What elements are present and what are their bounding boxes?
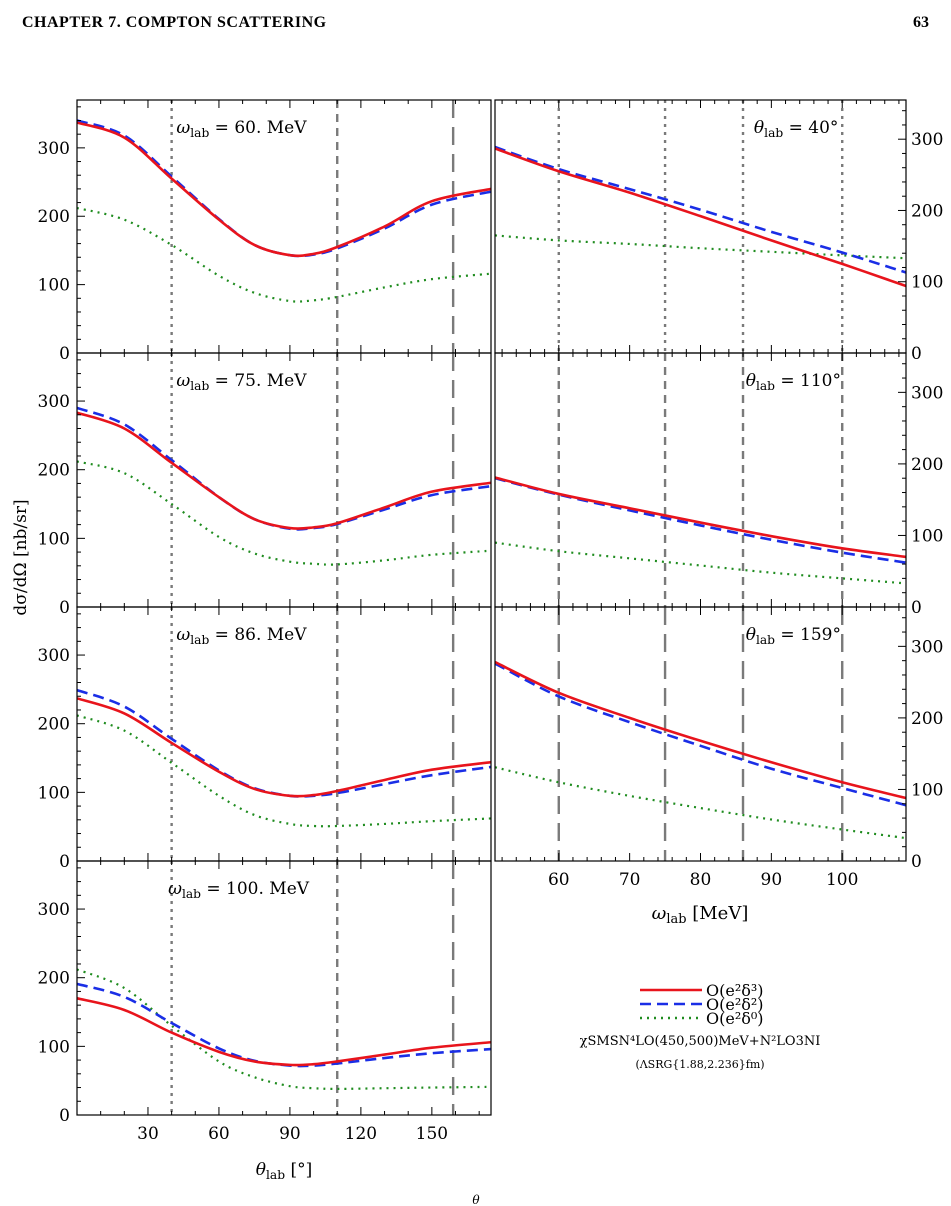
panel-frame bbox=[76, 860, 492, 1116]
x-tick-label: 60 bbox=[208, 1124, 230, 1144]
y-tick-label: 300 bbox=[911, 637, 943, 657]
y-tick-label: 100 bbox=[38, 529, 70, 549]
y-tick-label: 0 bbox=[59, 852, 70, 872]
panel-frame bbox=[76, 606, 492, 862]
series-line bbox=[495, 234, 906, 260]
y-tick-label: 200 bbox=[38, 969, 70, 989]
y-tick-label: 300 bbox=[38, 139, 70, 159]
panel-frame bbox=[494, 352, 907, 608]
y-tick-label: 200 bbox=[38, 715, 70, 735]
series-line bbox=[495, 476, 906, 564]
x-tick-label: 60 bbox=[548, 870, 570, 890]
y-tick-label: 300 bbox=[911, 383, 943, 403]
panel-annotation: ωlab = 100. MeV bbox=[168, 879, 310, 901]
series-line bbox=[77, 460, 491, 566]
series-line bbox=[77, 411, 491, 530]
series-line bbox=[495, 541, 906, 585]
panel-annotation: θlab = 110° bbox=[746, 371, 841, 393]
x-axis-title-theta: θlab [°] bbox=[256, 1160, 312, 1182]
legend-label: O(e²δ⁰) bbox=[706, 1009, 764, 1028]
x-tick-label: 150 bbox=[416, 1124, 448, 1144]
series-line bbox=[77, 121, 491, 258]
panel-annotation: θlab = 40° bbox=[754, 118, 838, 140]
panel-frame bbox=[76, 352, 492, 608]
chapter-title: CHAPTER 7. COMPTON SCATTERING bbox=[22, 14, 327, 31]
panel-frame bbox=[494, 606, 907, 862]
x-tick-label: 90 bbox=[279, 1124, 301, 1144]
series-line bbox=[495, 145, 906, 274]
series-line bbox=[77, 119, 491, 258]
y-tick-label: 200 bbox=[911, 709, 943, 729]
series-line bbox=[77, 982, 491, 1068]
panel-omega-86: 0 100 200 300 ωlab = 86. MeV bbox=[38, 606, 492, 872]
series-line bbox=[77, 688, 491, 798]
y-tick-label: 200 bbox=[38, 207, 70, 227]
legend-label: O(e²δ³) bbox=[706, 981, 764, 1000]
y-tick-label: 200 bbox=[38, 461, 70, 481]
panel-omega-100: 0 100 200 300 30 60 90 120 150 ωlab = 100. MeV bbox=[38, 860, 492, 1144]
x-tick-label: 70 bbox=[619, 870, 641, 890]
y-tick-label: 100 bbox=[911, 273, 943, 293]
y-tick-label: 0 bbox=[59, 344, 70, 364]
series-line bbox=[77, 997, 491, 1067]
y-tick-label: 300 bbox=[38, 646, 70, 666]
y-tick-label: 100 bbox=[38, 276, 70, 296]
series-line bbox=[495, 662, 906, 807]
model-note-line2: (ΛSRG{1.88,2.236}fm) bbox=[635, 1058, 764, 1071]
y-tick-label: 300 bbox=[911, 130, 943, 150]
series-line bbox=[495, 660, 906, 800]
y-tick-label: 0 bbox=[59, 1106, 70, 1126]
y-tick-label: 100 bbox=[38, 783, 70, 803]
page-header: CHAPTER 7. COMPTON SCATTERING 63 bbox=[0, 12, 951, 36]
y-tick-label: 200 bbox=[911, 455, 943, 475]
panel-annotation: ωlab = 60. MeV bbox=[176, 118, 307, 140]
panel-theta-159: 0 100 200 300 60 70 80 90 100 θlab = 159° bbox=[494, 606, 943, 890]
y-tick-label: 100 bbox=[911, 526, 943, 546]
panel-omega-75: 0 100 200 300 ωlab = 75. MeV bbox=[38, 352, 492, 618]
panel-frame bbox=[494, 99, 907, 354]
y-tick-label: 0 bbox=[911, 344, 922, 364]
series-line bbox=[77, 697, 491, 798]
panel-theta-40: 0 100 200 300 θlab = 40° bbox=[494, 99, 943, 364]
y-tick-label: 100 bbox=[911, 780, 943, 800]
y-axis-title: dσ/dΩ [nb/sr] bbox=[11, 499, 31, 615]
series-line bbox=[77, 206, 491, 303]
x-tick-label: 90 bbox=[761, 870, 783, 890]
x-tick-label: 30 bbox=[137, 1124, 159, 1144]
y-tick-label: 200 bbox=[911, 201, 943, 221]
series-line bbox=[495, 147, 906, 288]
x-tick-label: 120 bbox=[345, 1124, 377, 1144]
panel-theta-110: 0 100 200 300 θlab = 110° bbox=[494, 352, 943, 618]
x-tick-label: 100 bbox=[826, 870, 858, 890]
x-axis-title-omega: ωlab [MeV] bbox=[652, 903, 749, 927]
panel-omega-60: 0 100 200 300 ωlab = 60. MeV bbox=[38, 99, 492, 364]
page-number: 63 bbox=[913, 14, 929, 31]
panel-annotation: θlab = 159° bbox=[746, 625, 841, 647]
series-line bbox=[495, 476, 906, 559]
panel-annotation: ωlab = 86. MeV bbox=[176, 625, 307, 647]
y-tick-label: 0 bbox=[911, 852, 922, 872]
series-line bbox=[77, 406, 491, 531]
caption-fragment: θ bbox=[472, 1193, 480, 1206]
y-tick-label: 100 bbox=[38, 1037, 70, 1057]
y-tick-label: 0 bbox=[911, 598, 922, 618]
series-line bbox=[495, 766, 906, 840]
y-tick-label: 0 bbox=[59, 598, 70, 618]
panel-annotation: ωlab = 75. MeV bbox=[176, 371, 307, 393]
y-tick-label: 300 bbox=[38, 900, 70, 920]
model-note-line1: χSMSN⁴LO(450,500)MeV+N²LO3NI bbox=[580, 1034, 821, 1049]
legend-label: O(e²δ²) bbox=[706, 995, 764, 1014]
y-tick-label: 300 bbox=[38, 392, 70, 412]
x-tick-label: 80 bbox=[690, 870, 712, 890]
series-line bbox=[77, 968, 491, 1091]
legend: O(e²δ³)O(e²δ²)O(e²δ⁰) bbox=[640, 981, 764, 1028]
